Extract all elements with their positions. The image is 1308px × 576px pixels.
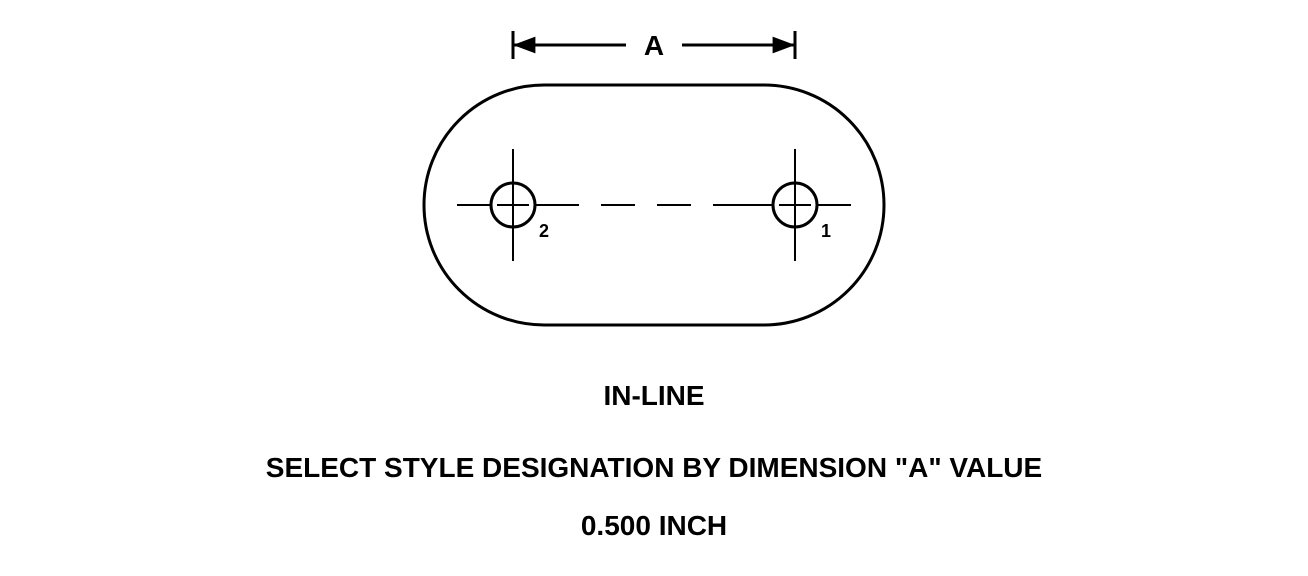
arrow-right — [773, 37, 795, 54]
plate-outline — [424, 85, 884, 325]
arrow-left — [513, 37, 535, 54]
caption-line-1: IN-LINE — [603, 380, 704, 412]
hole-label-2: 2 — [539, 221, 549, 241]
diagram-svg: 2 1 A — [0, 0, 1308, 576]
dim-label-a: A — [644, 30, 664, 61]
diagram-container: 2 1 A IN-LINE SELECT STYLE DESIGNATION BY … — [0, 0, 1308, 576]
caption-line-2: SELECT STYLE DESIGNATION BY DIMENSION "A… — [266, 452, 1042, 484]
caption-line-3: 0.500 INCH — [581, 510, 727, 542]
hole-label-1: 1 — [821, 221, 831, 241]
